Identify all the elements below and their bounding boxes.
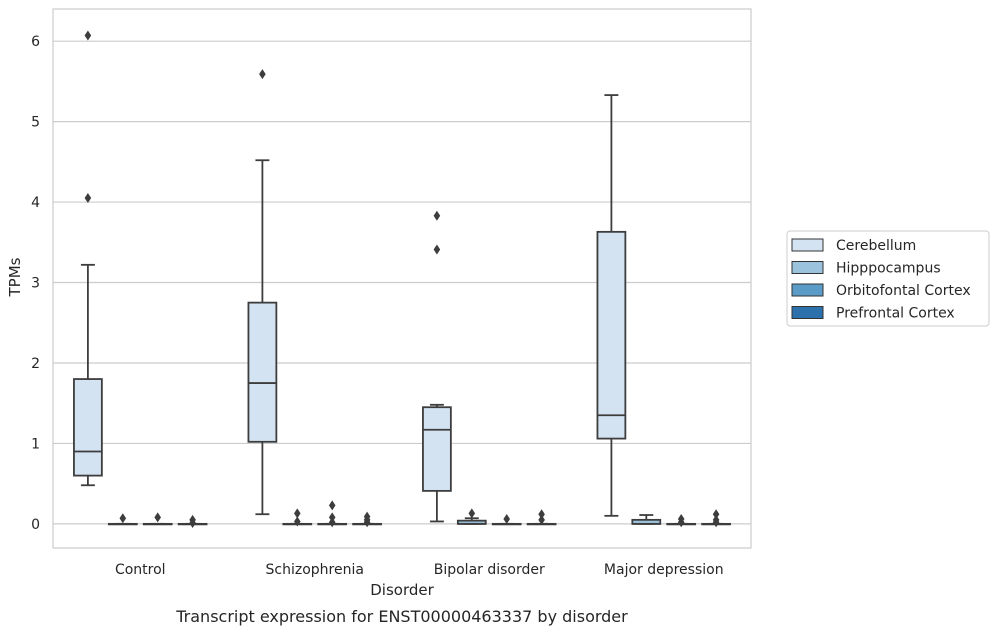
x-tick-label: Control	[115, 562, 166, 578]
legend-swatch	[791, 261, 824, 274]
outlier-point	[468, 508, 476, 519]
box-group	[491, 514, 522, 526]
plot-frame	[52, 8, 752, 549]
outlier-point	[328, 512, 336, 523]
outlier-point	[189, 514, 196, 525]
box-group	[282, 508, 313, 527]
box	[73, 378, 103, 477]
y-tick-label: 0	[31, 517, 40, 533]
legend-label: Cerebellum	[836, 238, 916, 254]
legend-swatch	[791, 283, 824, 297]
legend-label: Hipppocampus	[836, 261, 941, 277]
outlier-point	[712, 514, 720, 525]
y-axis-label: TPMs	[6, 257, 24, 297]
y-tick-label: 4	[31, 195, 40, 211]
box-group	[107, 513, 138, 526]
x-tick-label: Major depression	[604, 562, 724, 578]
outlier-point	[294, 508, 301, 519]
outlier-point	[294, 516, 301, 527]
legend-label: Prefrontal Cortex	[836, 306, 955, 322]
outlier-point	[84, 30, 92, 41]
outlier-point	[433, 244, 441, 255]
legend: Cerebellum Hipppocampus Orbitofontal Corte…	[786, 230, 990, 327]
box-group	[317, 500, 348, 528]
outlier-point	[84, 193, 92, 204]
box-group	[526, 509, 557, 526]
box-group	[142, 512, 173, 526]
outlier-point	[154, 512, 161, 523]
box-group	[73, 30, 103, 487]
legend-swatch	[791, 238, 824, 252]
outlier-point	[712, 509, 720, 520]
grid-lines	[53, 40, 751, 525]
x-tick-label: Bipolar disorder	[434, 562, 545, 578]
x-axis-label: Disorder	[370, 581, 434, 599]
legend-label: Orbitofontal Cortex	[836, 283, 971, 299]
legend-frame	[786, 230, 990, 327]
box-group	[422, 210, 452, 523]
y-tick-labels: 0 1 2 3 4 5 6	[31, 34, 40, 533]
outlier-point	[503, 514, 510, 525]
box-group	[247, 69, 278, 516]
box-group	[666, 514, 697, 528]
y-tick-label: 6	[31, 34, 40, 50]
box	[422, 406, 452, 492]
outlier-point	[119, 513, 127, 524]
outlier-point	[433, 210, 441, 221]
x-tick-labels: Control Schizophrenia Bipolar disorder Majo…	[115, 562, 724, 578]
box-groups	[73, 30, 731, 529]
box-group	[352, 511, 382, 528]
y-tick-label: 3	[31, 276, 40, 292]
chart-caption: Transcript expression for ENST0000046333…	[175, 607, 628, 626]
outlier-point	[538, 509, 545, 520]
box-group	[456, 508, 487, 525]
box	[247, 301, 278, 443]
box-group	[631, 514, 662, 525]
box-group	[596, 94, 627, 517]
y-tick-label: 5	[31, 115, 40, 131]
outlier-point	[363, 511, 371, 522]
box	[596, 230, 627, 440]
box-group	[177, 514, 208, 529]
y-tick-label: 2	[31, 356, 40, 372]
outlier-point	[677, 514, 685, 525]
y-tick-label: 1	[31, 436, 40, 452]
outlier-point	[259, 69, 266, 80]
outlier-point	[538, 514, 545, 525]
box-group	[701, 509, 731, 528]
legend-swatch	[791, 306, 824, 319]
x-tick-label: Schizophrenia	[266, 562, 364, 578]
outlier-point	[328, 500, 336, 511]
